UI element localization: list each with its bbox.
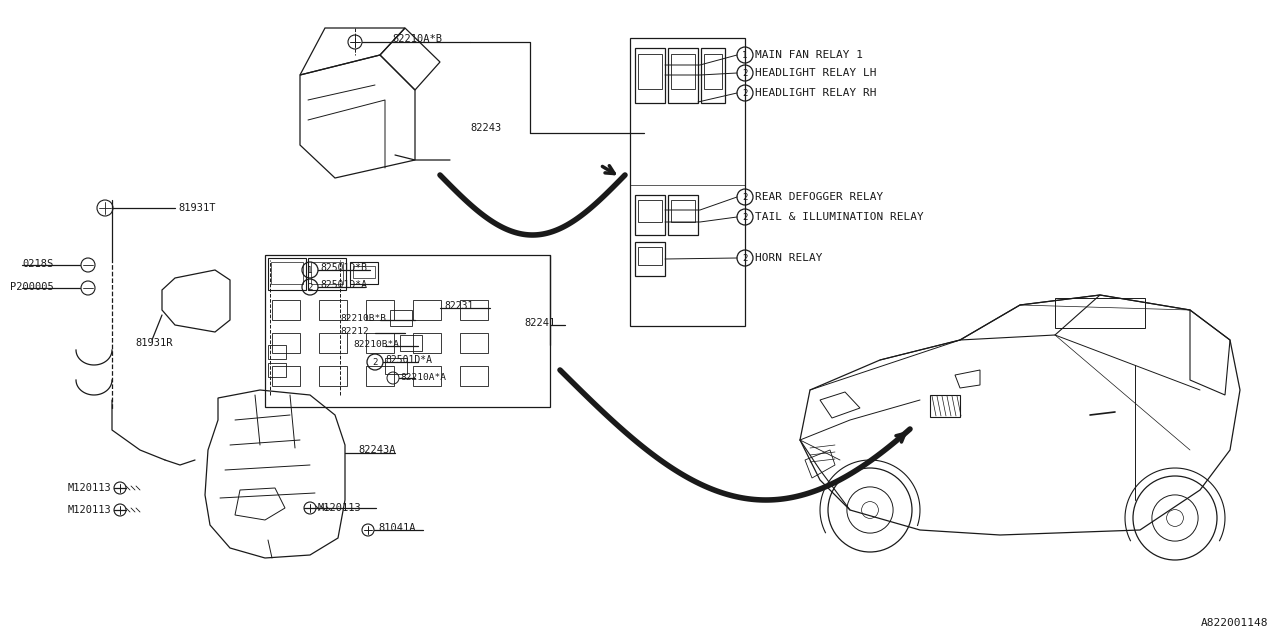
Bar: [635, 48, 666, 103]
Bar: [319, 333, 347, 353]
Text: 82243: 82243: [470, 123, 502, 133]
Bar: [308, 258, 346, 290]
Text: M120113: M120113: [68, 505, 111, 515]
Text: 81931T: 81931T: [178, 203, 215, 213]
Bar: [460, 366, 488, 386]
Text: 82210A*B: 82210A*B: [392, 34, 442, 44]
Text: A822001148: A822001148: [1201, 618, 1268, 628]
Bar: [413, 366, 442, 386]
Bar: [630, 38, 745, 326]
Text: 81041A: 81041A: [378, 523, 416, 533]
Bar: [265, 255, 550, 407]
Bar: [390, 310, 412, 326]
Bar: [931, 395, 960, 417]
Bar: [637, 247, 662, 265]
Bar: [273, 366, 300, 386]
Text: 82501D*A: 82501D*A: [385, 355, 433, 365]
Bar: [701, 48, 724, 103]
Bar: [273, 300, 300, 320]
Text: TAIL & ILLUMINATION RELAY: TAIL & ILLUMINATION RELAY: [755, 212, 924, 222]
Text: 82212: 82212: [340, 326, 369, 335]
Text: 2: 2: [742, 253, 748, 262]
Bar: [671, 54, 695, 89]
Bar: [460, 333, 488, 353]
Text: M120113: M120113: [68, 483, 111, 493]
Bar: [668, 48, 698, 103]
Bar: [268, 363, 285, 377]
Bar: [311, 262, 343, 284]
Bar: [268, 345, 285, 359]
Text: 82501D*A: 82501D*A: [320, 280, 367, 290]
Text: 82241: 82241: [524, 318, 556, 328]
Text: HORN RELAY: HORN RELAY: [755, 253, 823, 263]
Bar: [271, 262, 303, 284]
Text: 1: 1: [307, 266, 312, 275]
Bar: [268, 258, 306, 290]
Bar: [366, 333, 394, 353]
Text: 0218S: 0218S: [22, 259, 54, 269]
Bar: [460, 300, 488, 320]
Text: 82210B*A: 82210B*A: [353, 339, 399, 349]
Bar: [704, 54, 722, 89]
Text: 2: 2: [742, 212, 748, 221]
Text: HEADLIGHT RELAY RH: HEADLIGHT RELAY RH: [755, 88, 877, 98]
Bar: [637, 200, 662, 222]
Text: 2: 2: [742, 193, 748, 202]
Bar: [671, 200, 695, 222]
Text: P200005: P200005: [10, 282, 54, 292]
Bar: [413, 300, 442, 320]
Text: M120113: M120113: [317, 503, 362, 513]
Text: 82210B*B: 82210B*B: [340, 314, 387, 323]
Bar: [413, 333, 442, 353]
Bar: [668, 195, 698, 235]
Bar: [635, 242, 666, 276]
Bar: [349, 262, 378, 284]
Bar: [399, 335, 422, 351]
Text: 1: 1: [742, 51, 748, 60]
Bar: [353, 266, 375, 278]
Text: 82231: 82231: [444, 301, 474, 311]
Text: 82243A: 82243A: [358, 445, 396, 455]
Text: HEADLIGHT RELAY LH: HEADLIGHT RELAY LH: [755, 68, 877, 78]
Text: 81931R: 81931R: [134, 338, 173, 348]
Text: 82501D*B: 82501D*B: [320, 263, 367, 273]
Text: REAR DEFOGGER RELAY: REAR DEFOGGER RELAY: [755, 192, 883, 202]
Bar: [366, 366, 394, 386]
Bar: [635, 195, 666, 235]
Text: 2: 2: [372, 358, 378, 367]
Bar: [319, 366, 347, 386]
Text: 82210A*A: 82210A*A: [399, 372, 445, 381]
Text: MAIN FAN RELAY 1: MAIN FAN RELAY 1: [755, 50, 863, 60]
Bar: [273, 333, 300, 353]
Bar: [385, 358, 407, 374]
Bar: [366, 300, 394, 320]
Bar: [637, 54, 662, 89]
Text: 2: 2: [307, 282, 312, 291]
Text: 2: 2: [742, 88, 748, 97]
Text: 2: 2: [742, 68, 748, 77]
Bar: [319, 300, 347, 320]
